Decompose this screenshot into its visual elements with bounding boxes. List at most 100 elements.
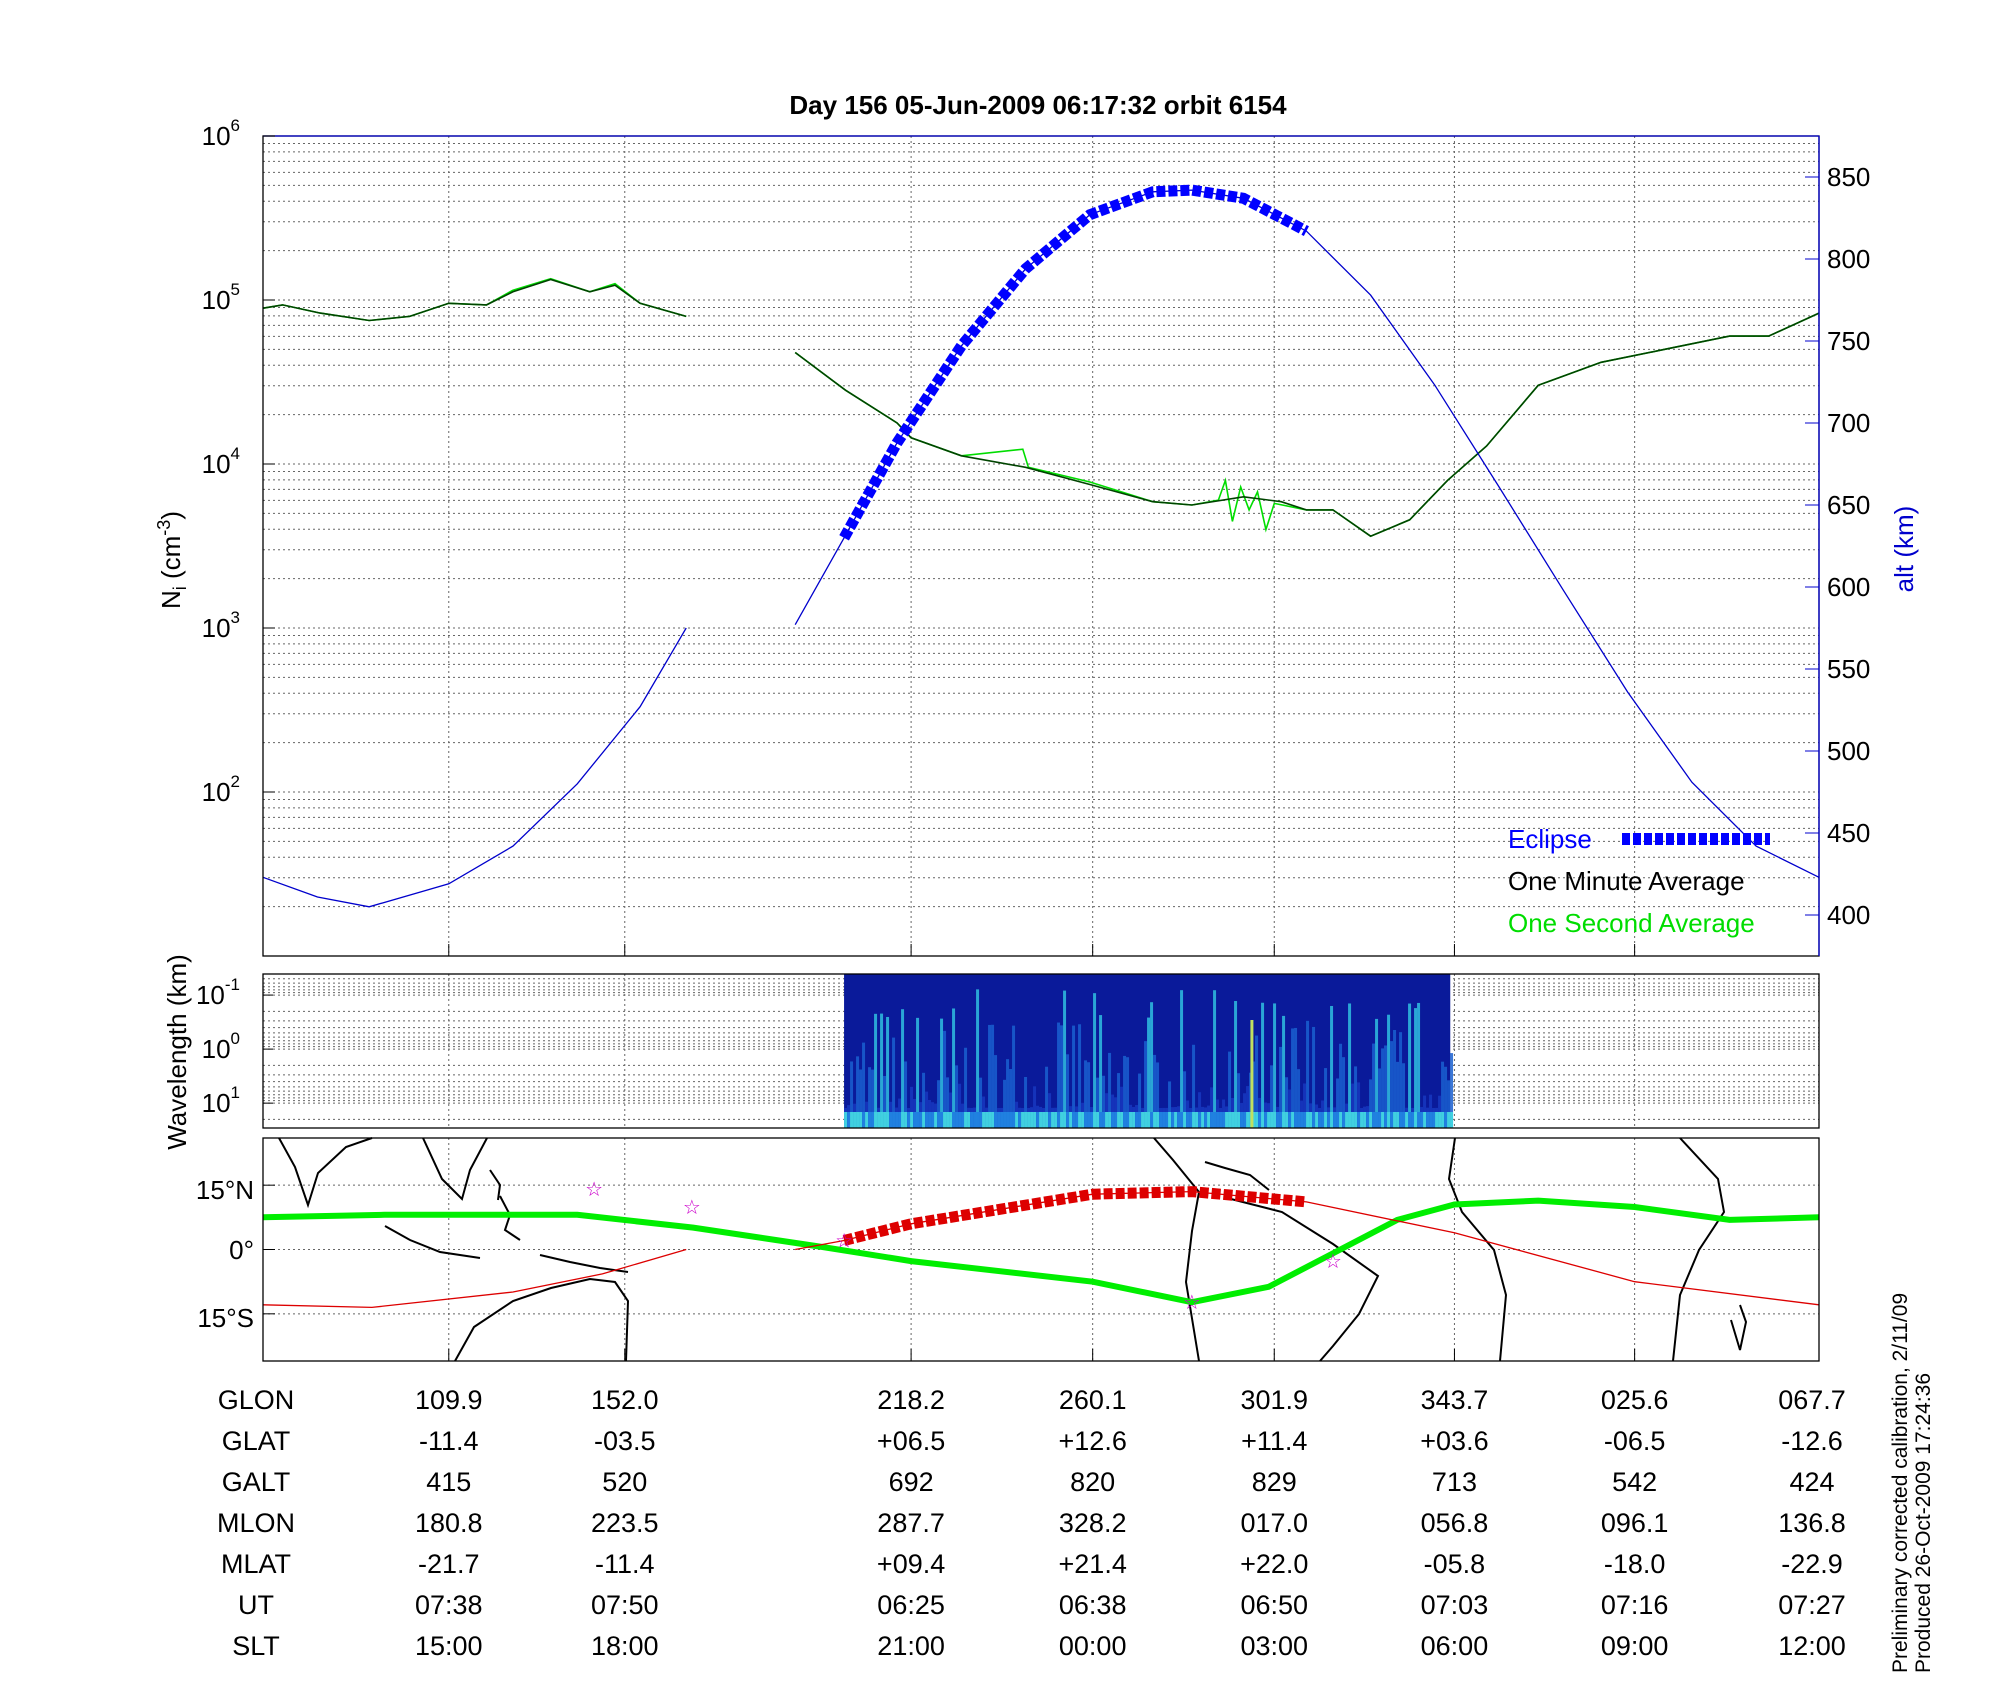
spectrogram-column bbox=[850, 1061, 854, 1128]
table-cell: 096.1 bbox=[1601, 1508, 1669, 1538]
table-cell: 218.2 bbox=[877, 1385, 945, 1415]
table-cell: 424 bbox=[1789, 1467, 1834, 1497]
spectrogram-column bbox=[1399, 1032, 1403, 1128]
spectrogram-column bbox=[1147, 1017, 1151, 1128]
table-cell: 820 bbox=[1070, 1467, 1115, 1497]
spectrogram-column bbox=[1228, 1051, 1232, 1128]
spectrogram-column bbox=[1393, 1029, 1397, 1128]
alt-tick-label: 450 bbox=[1827, 818, 1870, 848]
spectrogram-column bbox=[1117, 1073, 1121, 1128]
spectrogram-low-band bbox=[1060, 1112, 1064, 1128]
spectrogram-low-band bbox=[1207, 1112, 1211, 1128]
one-minute-average-line bbox=[262, 278, 1820, 538]
ni-tick-label: 103 bbox=[202, 608, 240, 643]
spectrogram-low-band bbox=[847, 1112, 851, 1128]
spectrogram-low-band bbox=[1399, 1112, 1403, 1128]
table-cell: +21.4 bbox=[1059, 1549, 1127, 1579]
spectrogram-low-band bbox=[997, 1112, 1001, 1128]
spectrogram-low-band bbox=[1354, 1112, 1358, 1128]
spectrogram-low-band bbox=[1264, 1112, 1268, 1128]
table-cell: 260.1 bbox=[1059, 1385, 1127, 1415]
spectrogram-low-band bbox=[1270, 1112, 1274, 1128]
spectrogram-column bbox=[1255, 1035, 1259, 1128]
spectrogram-grid bbox=[263, 974, 1819, 1128]
coast-madagascar bbox=[1730, 1304, 1748, 1351]
spectrogram-column bbox=[976, 989, 980, 1128]
spectrogram-column bbox=[1012, 1025, 1016, 1128]
table-cell: 829 bbox=[1252, 1467, 1297, 1497]
spectrogram-column bbox=[1339, 1043, 1343, 1128]
spectrogram-low-band bbox=[1180, 1112, 1184, 1128]
spectrogram-column bbox=[1234, 1001, 1238, 1128]
spectrogram-low-band bbox=[1297, 1112, 1301, 1128]
spectrogram-low-band bbox=[1210, 1112, 1214, 1128]
spectrogram-low-band bbox=[1369, 1112, 1373, 1128]
spectrogram-low-band bbox=[982, 1112, 986, 1128]
spectrogram-column bbox=[862, 1042, 866, 1128]
table-cell: 07:50 bbox=[591, 1590, 659, 1620]
spectrogram-low-band bbox=[1204, 1112, 1208, 1128]
spectrogram-low-band bbox=[1108, 1112, 1112, 1128]
spectrogram-column bbox=[964, 1047, 968, 1128]
spectrogram-low-band bbox=[1048, 1112, 1052, 1128]
spectrogram-column bbox=[874, 1013, 878, 1128]
spectrogram-column bbox=[1033, 1086, 1037, 1128]
spectrogram-low-band bbox=[1408, 1112, 1412, 1128]
spectrogram-low-band bbox=[1222, 1112, 1226, 1128]
spectrogram-column bbox=[925, 1091, 929, 1128]
spectrogram-low-band bbox=[874, 1112, 878, 1128]
spectrogram-low-band bbox=[844, 1112, 848, 1128]
spectrogram-column bbox=[940, 1018, 944, 1128]
spectrogram-low-band bbox=[916, 1112, 920, 1128]
ground-track-line bbox=[262, 1190, 1820, 1309]
spectrogram-low-band bbox=[1216, 1112, 1220, 1128]
spectrogram-column bbox=[1123, 1055, 1127, 1128]
coast-africa-west bbox=[1447, 1137, 1508, 1362]
spectrogram-low-band bbox=[1189, 1112, 1193, 1128]
spectrogram-low-band bbox=[961, 1112, 965, 1128]
spectrogram-column bbox=[1270, 1065, 1274, 1128]
spectrogram-column bbox=[1342, 1057, 1346, 1128]
table-cell: 12:00 bbox=[1778, 1631, 1846, 1661]
wavelength-tick-label: 10-1 bbox=[196, 975, 240, 1010]
spectrogram-column bbox=[1198, 1092, 1202, 1128]
spectrogram-column bbox=[1078, 1024, 1082, 1128]
table-cell: 00:00 bbox=[1059, 1631, 1127, 1661]
spectrogram-low-band bbox=[1258, 1112, 1262, 1128]
spectrogram-low-band bbox=[1201, 1112, 1205, 1128]
spectrogram-low-band bbox=[1033, 1112, 1037, 1128]
coast-india-asia bbox=[278, 1137, 373, 1209]
table-cell: 287.7 bbox=[877, 1508, 945, 1538]
spectrogram-low-band bbox=[1228, 1112, 1232, 1128]
spectrogram-low-band bbox=[1300, 1112, 1304, 1128]
eclipse-track-segment bbox=[842, 1186, 1307, 1246]
spectrogram-column bbox=[883, 1075, 887, 1128]
spectrogram-column bbox=[1378, 1068, 1382, 1128]
spectrogram-column bbox=[856, 1056, 860, 1128]
eclipse-altitude-segment bbox=[839, 184, 1309, 541]
table-cell: 343.7 bbox=[1421, 1385, 1489, 1415]
spectrogram-low-band bbox=[1390, 1112, 1394, 1128]
table-cell: -06.5 bbox=[1604, 1426, 1666, 1456]
spectrogram-low-band bbox=[898, 1112, 902, 1128]
coast-indonesia-1 bbox=[384, 1225, 481, 1259]
table-cell: 520 bbox=[602, 1467, 647, 1497]
spectrogram-low-band bbox=[877, 1112, 881, 1128]
spectrogram-low-band bbox=[1198, 1112, 1202, 1128]
spectrogram-column bbox=[1357, 1082, 1361, 1128]
spectrogram-column bbox=[1105, 1093, 1109, 1128]
spectrogram-low-band bbox=[1075, 1112, 1079, 1128]
table-cell: 542 bbox=[1612, 1467, 1657, 1497]
star-marker-icon: ☆ bbox=[835, 1228, 853, 1252]
spectrogram-low-band bbox=[1414, 1112, 1418, 1128]
spectrogram-frame bbox=[262, 973, 1820, 1129]
spectrogram-low-band bbox=[1411, 1112, 1415, 1128]
table-row-label: MLON bbox=[217, 1508, 295, 1538]
spectrogram-low-band bbox=[859, 1112, 863, 1128]
map-tracks: ☆ ☆ ☆ ☆ ☆ bbox=[262, 1177, 1820, 1314]
spectrogram-low-band bbox=[1429, 1112, 1433, 1128]
spectrogram-low-band bbox=[1111, 1112, 1115, 1128]
spectrogram-column bbox=[1402, 1063, 1406, 1128]
spectrogram-column bbox=[1156, 1062, 1160, 1128]
spectrogram-column bbox=[1330, 1005, 1334, 1128]
